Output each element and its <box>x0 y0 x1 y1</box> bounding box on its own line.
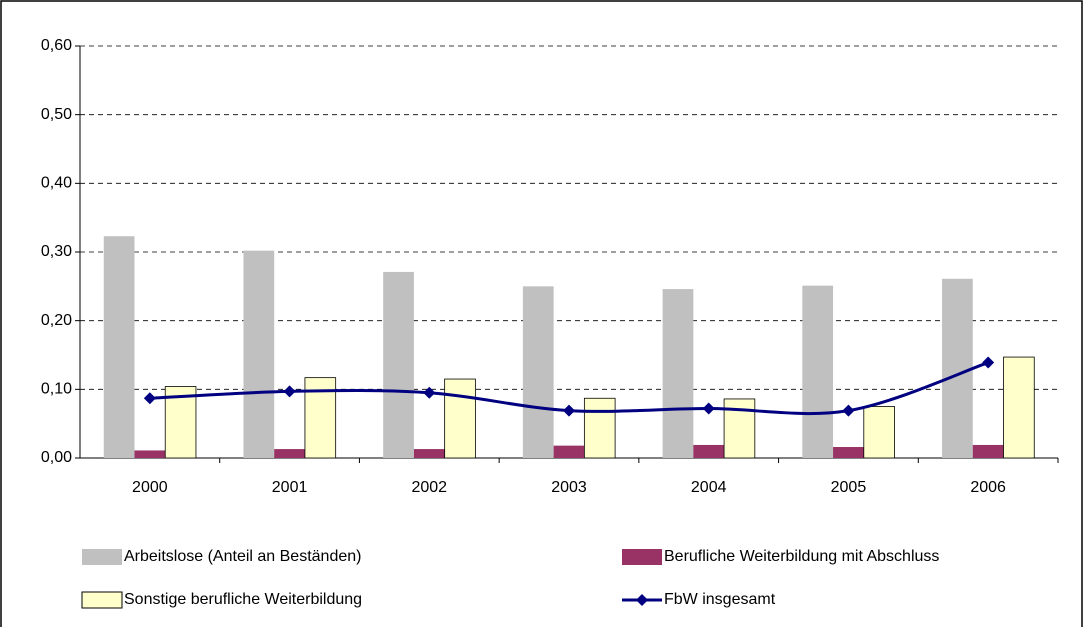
bar <box>444 378 476 459</box>
bar <box>1003 356 1035 459</box>
bar <box>942 278 973 458</box>
marker <box>702 402 715 415</box>
bar <box>522 286 554 458</box>
bar <box>662 289 694 458</box>
y-tick-label: 0,20 <box>41 312 72 329</box>
bar <box>134 450 166 458</box>
bar <box>383 271 414 458</box>
x-tick-label: 2006 <box>970 479 1006 496</box>
marker <box>423 386 436 399</box>
marker <box>283 385 296 398</box>
legend-swatch <box>82 549 122 565</box>
x-tick-label: 2002 <box>411 479 447 496</box>
marker <box>842 404 855 417</box>
x-tick-label: 2001 <box>272 479 308 496</box>
marker <box>143 392 156 405</box>
bar <box>863 406 895 459</box>
legend-label: Sonstige berufliche Weiterbildung <box>124 591 362 608</box>
bar <box>972 444 1004 458</box>
bar <box>693 444 725 458</box>
x-tick-label: 2004 <box>691 479 727 496</box>
marker <box>982 356 995 369</box>
x-tick-label: 2005 <box>831 479 867 496</box>
y-tick-label: 0,60 <box>41 37 72 54</box>
bar <box>413 449 445 458</box>
legend-swatch <box>81 591 123 609</box>
legend-label: FbW insgesamt <box>664 591 776 608</box>
y-tick-label: 0,00 <box>41 449 72 466</box>
legend-label: Berufliche Weiterbildung mit Abschluss <box>664 548 939 565</box>
bar <box>802 285 834 458</box>
bar <box>583 397 616 459</box>
bar <box>553 445 585 458</box>
bar <box>103 236 135 458</box>
x-tick-label: 2000 <box>132 479 168 496</box>
marker <box>563 404 575 417</box>
y-tick-label: 0,40 <box>41 175 72 192</box>
bar <box>274 449 305 458</box>
bar <box>243 250 275 458</box>
y-tick-label: 0,50 <box>41 106 72 123</box>
x-tick-label: 2003 <box>551 479 587 496</box>
bar <box>833 447 864 458</box>
y-tick-label: 0,10 <box>41 381 72 398</box>
legend-marker <box>636 594 648 606</box>
y-tick-label: 0,30 <box>41 243 72 260</box>
legend-swatch <box>622 549 662 565</box>
legend-label: Arbeitslose (Anteil an Beständen) <box>124 548 361 565</box>
